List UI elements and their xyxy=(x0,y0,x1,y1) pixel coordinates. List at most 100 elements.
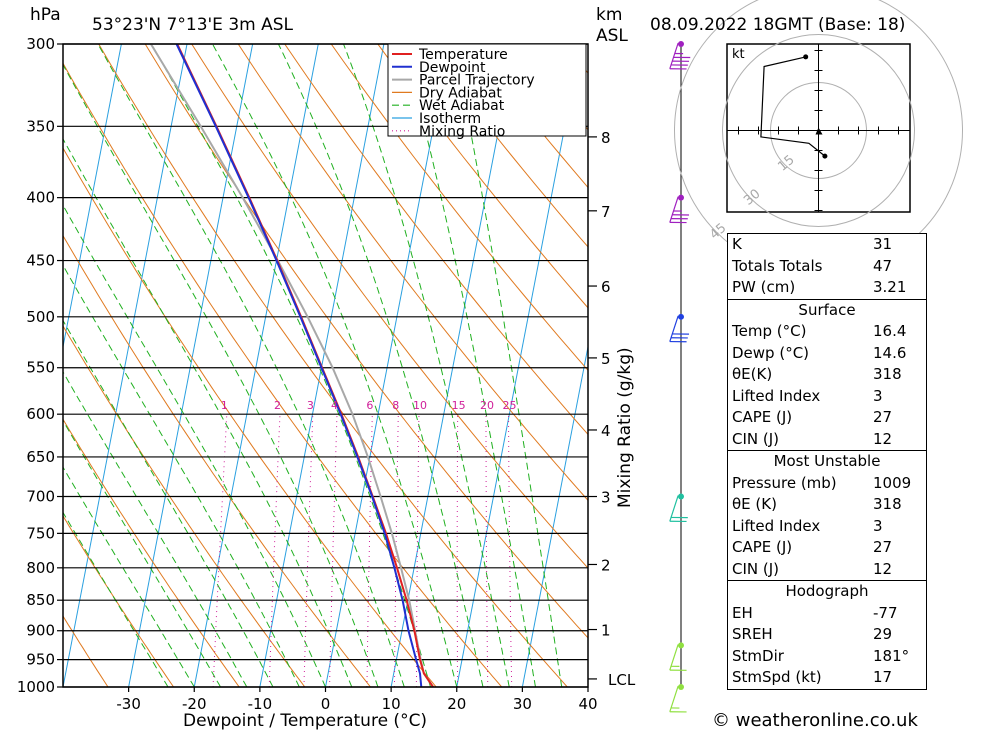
indices-panel: K 31 Totals Totals 47 PW (cm) 3.21 Surface Te… xyxy=(727,233,927,690)
index-label: CIN (J) xyxy=(732,429,780,448)
index-value: 3.21 xyxy=(873,278,907,296)
index-value: 181° xyxy=(873,646,910,665)
index-row: Totals Totals 47 xyxy=(728,256,926,278)
index-row: θE (K) 318 xyxy=(728,494,926,516)
index-value: 29 xyxy=(873,625,893,643)
mixing-ratio-label: 25 xyxy=(503,399,517,412)
isotherm-line xyxy=(63,44,188,687)
index-value: 12 xyxy=(873,559,893,578)
legend-entry: Dry Adiabat xyxy=(419,85,502,101)
wind-barb-flag xyxy=(669,669,687,671)
index-value: 318 xyxy=(873,365,902,383)
index-value: 3 xyxy=(873,516,883,535)
index-row: Lifted Index 3 xyxy=(728,516,926,538)
pressure-label: 600 xyxy=(26,405,55,423)
copyright[interactable]: © weatheronline.co.uk xyxy=(712,710,918,731)
km-label: 1 xyxy=(601,622,611,640)
dry-adiabat-line xyxy=(144,44,588,639)
wind-barb-flag xyxy=(673,56,691,59)
pressure-label: 950 xyxy=(26,651,55,669)
dry-adiabat-line xyxy=(377,44,588,309)
mixing-ratio-label: 4 xyxy=(331,399,338,412)
wind-barb-dot xyxy=(678,642,684,649)
index-label: θE (K) xyxy=(732,495,777,513)
mixing-ratio-label: 1 xyxy=(221,399,228,412)
wet-adiabat-line xyxy=(401,44,536,687)
index-label: CAPE (J) xyxy=(732,538,793,556)
hpa-unit-label: hPa xyxy=(30,5,61,25)
index-row: CAPE (J) 27 xyxy=(728,407,926,429)
km-label: 4 xyxy=(601,422,611,440)
temperature-tick-label: -10 xyxy=(248,695,273,713)
pressure-label: 300 xyxy=(26,35,55,53)
wind-barb-dot xyxy=(678,684,684,690)
pressure-label: 900 xyxy=(26,622,55,640)
isotherm-line xyxy=(63,44,122,350)
mixing-ratio-label: 2 xyxy=(274,399,281,412)
mixing-ratio-label: 15 xyxy=(452,399,466,412)
index-label: StmDir xyxy=(732,646,784,665)
dry-adiabat-line xyxy=(63,515,175,687)
wind-barb-half xyxy=(671,707,680,709)
pressure-label: 750 xyxy=(26,524,55,542)
wind-barb xyxy=(669,196,690,224)
index-value: 318 xyxy=(873,495,902,513)
wind-barbs xyxy=(669,41,691,713)
index-label: PW (cm) xyxy=(732,278,796,296)
index-value: 14.6 xyxy=(873,343,907,362)
pressure-label: 1000 xyxy=(17,678,55,696)
km-label: 7 xyxy=(601,203,611,221)
index-value: 27 xyxy=(873,538,893,556)
index-value: 1009 xyxy=(873,473,912,492)
wind-barb-dot xyxy=(678,493,684,500)
most-unstable-header: Most Unstable xyxy=(728,450,926,473)
dry-adiabat-line xyxy=(423,44,588,248)
temperature-line xyxy=(176,44,434,687)
index-row: StmSpd (kt) 17 xyxy=(728,667,926,689)
legend-entry: Wet Adiabat xyxy=(419,98,505,114)
temperature-tick-label: 0 xyxy=(321,695,331,713)
km-label: 6 xyxy=(601,278,611,296)
index-row: StmDir 181° xyxy=(728,646,926,668)
index-value: 17 xyxy=(873,668,893,686)
asl-unit-label: ASL xyxy=(596,26,628,46)
isotherm-line xyxy=(128,44,254,687)
wind-barb-flag xyxy=(671,516,688,519)
isotherm-line xyxy=(390,44,516,687)
wet-adiabat-line xyxy=(63,511,169,687)
dry-adiabat-line xyxy=(63,62,503,687)
dewpoint-line xyxy=(175,44,423,687)
wet-adiabat-line xyxy=(212,44,458,687)
pressure-label: 550 xyxy=(26,359,55,377)
dry-adiabat-line xyxy=(284,44,588,436)
index-row: CIN (J) 12 xyxy=(728,429,926,451)
mixing-ratio-label: 8 xyxy=(392,399,399,412)
legend-entry: Parcel Trajectory xyxy=(419,73,535,89)
wind-barb-flag xyxy=(671,64,688,66)
index-label: CAPE (J) xyxy=(732,408,793,426)
index-row: Pressure (mb) 1009 xyxy=(728,473,926,495)
location-label: 53°23'N 7°13'E 3m ASL xyxy=(92,15,294,35)
wind-barb-flag xyxy=(669,340,687,343)
temperature-tick-label: -20 xyxy=(182,695,207,713)
pressure-label: 400 xyxy=(26,189,55,207)
dry-adiabat-line xyxy=(237,44,588,502)
wind-barb-dot xyxy=(678,313,684,320)
index-row: Dewp (°C) 14.6 xyxy=(728,343,926,365)
wind-barb xyxy=(669,42,691,70)
wind-barb-dot xyxy=(678,194,684,201)
index-row: PW (cm) 3.21 xyxy=(728,277,926,299)
pressure-label: 500 xyxy=(26,308,55,326)
mixing-ratio-label: 3 xyxy=(307,399,314,412)
temperature-tick-label: 30 xyxy=(513,695,532,713)
index-row: θE(K) 318 xyxy=(728,364,926,386)
wind-barb xyxy=(669,644,687,671)
index-label: StmSpd (kt) xyxy=(732,668,822,686)
storm-motion-marker xyxy=(815,127,823,135)
wind-barb-flag xyxy=(669,68,687,70)
legend-box xyxy=(387,43,587,137)
wind-barb xyxy=(669,495,688,523)
mixing-ratio-label: 10 xyxy=(413,399,427,412)
temperature-tick-label: 20 xyxy=(447,695,466,713)
